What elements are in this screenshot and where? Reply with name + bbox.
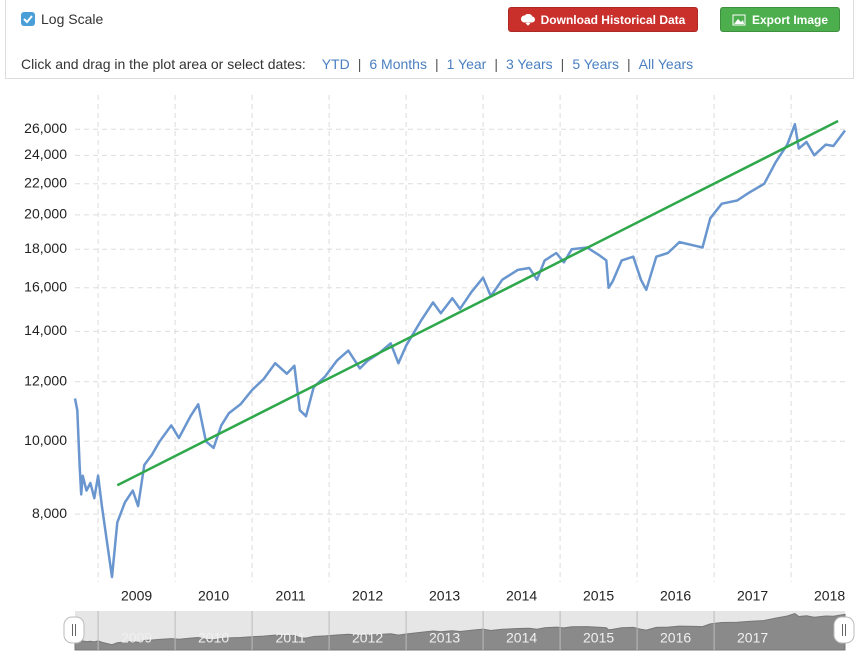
y-tick-label: 18,000 (24, 240, 67, 256)
y-tick-label: 16,000 (24, 278, 67, 294)
navigator-label: 2017 (737, 630, 768, 646)
image-icon (732, 14, 746, 25)
x-tick-label: 2011 (276, 588, 306, 604)
y-tick-label: 20,000 (24, 206, 67, 222)
y-tick-label: 24,000 (24, 146, 67, 162)
range-link[interactable]: 1 Year (446, 56, 487, 72)
download-label: Download Historical Data (540, 12, 686, 27)
navigator-label: 2014 (506, 630, 537, 646)
navigator-label: 2009 (121, 630, 152, 646)
separator: | (357, 56, 362, 72)
x-tick-label: 2009 (121, 588, 152, 604)
x-tick-label: 2017 (737, 588, 768, 604)
controls-panel: Log Scale Download Historical Data Expor… (5, 0, 854, 79)
y-tick-label: 12,000 (24, 372, 67, 388)
export-button[interactable]: Export Image (720, 7, 840, 32)
y-tick-label: 22,000 (24, 174, 67, 190)
series-line (73, 122, 847, 579)
separator: | (627, 56, 631, 72)
navigator-label: 2013 (429, 630, 460, 646)
x-tick-label: 2014 (506, 588, 537, 604)
x-tick-label: 2018 (814, 588, 845, 604)
export-label: Export Image (751, 12, 829, 27)
x-tick-label: 2016 (660, 588, 691, 604)
x-tick-label: 2015 (583, 588, 614, 604)
cloud-icon (520, 13, 535, 26)
x-tick-label: 2013 (429, 588, 460, 604)
series-line (116, 119, 839, 487)
navigator-label: 2011 (276, 630, 306, 646)
range-link[interactable]: 3 Years (505, 56, 553, 72)
checkbox[interactable] (21, 12, 35, 26)
navigator-handle[interactable] (63, 616, 85, 644)
navigator-label: 2016 (660, 630, 691, 646)
check-icon (23, 15, 33, 24)
y-tick-label: 26,000 (24, 120, 67, 136)
separator: | (494, 56, 498, 72)
navigator-label: 2010 (198, 630, 229, 646)
navigator-bg (75, 611, 845, 650)
navigator-label: 2015 (583, 630, 614, 646)
navigator-label: 2012 (352, 630, 383, 646)
range-link[interactable]: 5 Years (572, 56, 620, 72)
y-tick-label: 10,000 (24, 432, 67, 448)
navigator-series (74, 612, 846, 651)
range-prompt: Click and drag in the plot area or selec… (21, 56, 306, 72)
separator: | (434, 56, 439, 72)
range-link[interactable]: 6 Months (369, 56, 427, 72)
separator: | (560, 56, 565, 72)
log-scale-label[interactable]: Log Scale (41, 11, 104, 27)
download-button[interactable]: Download Historical Data (508, 7, 698, 32)
navigator-handle[interactable] (833, 616, 855, 644)
range-selector: Click and drag in the plot area or selec… (21, 56, 697, 72)
y-tick-label: 8,000 (32, 505, 67, 521)
range-link[interactable]: YTD (321, 56, 350, 72)
x-tick-label: 2012 (352, 588, 383, 604)
range-link[interactable]: All Years (638, 56, 694, 72)
y-tick-label: 14,000 (24, 322, 67, 338)
x-tick-label: 2010 (198, 588, 229, 604)
